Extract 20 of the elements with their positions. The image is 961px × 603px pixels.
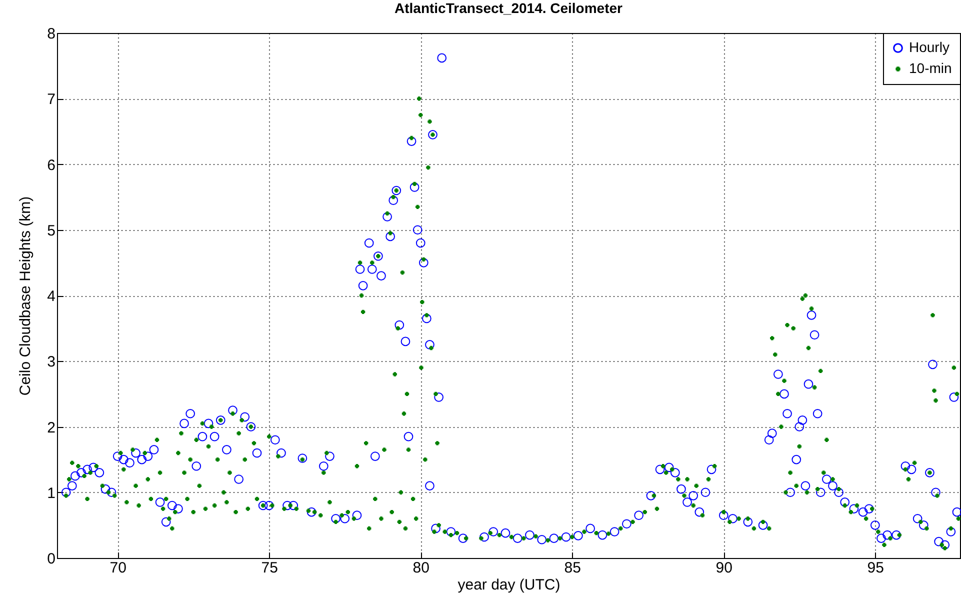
y-tick-label: 4 [47, 288, 56, 305]
y-tick-label: 7 [47, 91, 56, 108]
x-tick-label: 90 [716, 560, 732, 576]
x-tick-label: 85 [564, 560, 581, 576]
y-tick-label: 3 [47, 354, 56, 371]
x-tick-label: 80 [412, 560, 430, 576]
y-tick-label: 2 [47, 419, 56, 436]
x-tick-label: 70 [110, 560, 126, 576]
y-tick-label: 8 [47, 26, 56, 42]
legend-label: Hourly [909, 39, 950, 55]
y-tick-label: 0 [47, 550, 56, 568]
legend-label: 10-min [909, 60, 952, 76]
chart-title: AtlanticTransect_2014. Ceilometer [394, 0, 624, 16]
y-tick-label: 5 [47, 222, 56, 240]
y-tick-label: 1 [47, 484, 56, 502]
x-axis-title: year day (UTC) [458, 576, 560, 594]
x-tick-label: 75 [261, 560, 278, 576]
x-tick-label: 95 [867, 560, 884, 576]
y-tick-label: 6 [47, 156, 56, 174]
y-axis-title: Ceilo Cloudbase Heights (km) [17, 196, 34, 396]
